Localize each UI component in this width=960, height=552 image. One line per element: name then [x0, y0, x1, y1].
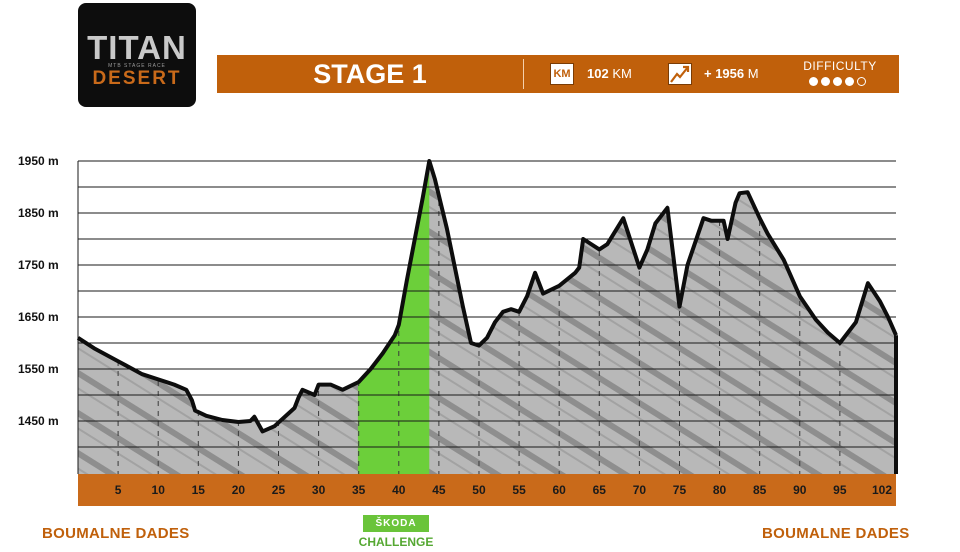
x-tick-label: 50 — [472, 483, 486, 497]
elevation-value: + 1956 — [704, 66, 745, 81]
y-tick-label: 1950 m — [18, 154, 59, 168]
x-tick-label: 25 — [272, 483, 286, 497]
finish-location: BOUMALNE DADES — [762, 525, 910, 542]
difficulty-dot-filled — [821, 77, 830, 86]
x-tick-label: 75 — [673, 483, 687, 497]
difficulty-dot-filled — [845, 77, 854, 86]
difficulty-label: DIFFICULTY — [803, 59, 877, 73]
difficulty-dot-filled — [809, 77, 818, 86]
x-tick-label: 102 — [872, 483, 892, 497]
logo-subtitle: MTB STAGE RACE — [108, 63, 166, 69]
x-tick-label: 35 — [352, 483, 366, 497]
distance-icon: KM — [550, 63, 574, 85]
logo-name: DESERT — [92, 68, 182, 89]
y-tick-label: 1650 m — [18, 310, 59, 324]
titan-desert-logo: TITAN MTB STAGE RACE DESERT — [78, 3, 196, 107]
y-tick-label: 1550 m — [18, 362, 59, 376]
x-tick-label: 65 — [593, 483, 607, 497]
y-tick-label: 1450 m — [18, 414, 59, 428]
y-tick-label: 1850 m — [18, 206, 59, 220]
climb-arrow-icon — [670, 65, 690, 83]
x-tick-label: 80 — [713, 483, 727, 497]
x-axis-bar — [78, 474, 896, 506]
x-tick-label: 30 — [312, 483, 326, 497]
distance-stat: 102 KM — [587, 55, 632, 93]
distance-unit: KM — [612, 66, 632, 81]
x-tick-label: 90 — [793, 483, 807, 497]
difficulty-dot-empty — [857, 77, 866, 86]
mountain-climb-icon — [668, 63, 692, 85]
elevation-profile-line — [76, 159, 898, 434]
x-tick-label: 60 — [552, 483, 566, 497]
x-tick-label: 45 — [432, 483, 446, 497]
x-tick-label: 85 — [753, 483, 767, 497]
challenge-label: CHALLENGE — [358, 535, 434, 549]
stage-title: STAGE 1 — [313, 59, 427, 89]
x-tick-label: 15 — [192, 483, 206, 497]
skoda-sponsor-badge: ŠKODA — [363, 515, 429, 532]
stage-banner: STAGE 1 KM 102 KM + 1956 M DIFFICULTY — [217, 55, 899, 93]
challenge-segment-highlight — [357, 161, 430, 474]
difficulty-dot-filled — [833, 77, 842, 86]
x-tick-label: 55 — [512, 483, 526, 497]
elevation-unit: M — [747, 66, 759, 81]
x-tick-label: 10 — [152, 483, 166, 497]
elevation-stat: + 1956 M — [704, 55, 759, 93]
x-tick-label: 40 — [392, 483, 406, 497]
x-tick-label: 5 — [115, 483, 122, 497]
banner-divider — [523, 59, 524, 89]
x-tick-label: 20 — [232, 483, 246, 497]
logo-title: TITAN — [87, 29, 187, 66]
y-tick-label: 1750 m — [18, 258, 59, 272]
start-location: BOUMALNE DADES — [42, 525, 190, 542]
x-tick-label: 95 — [833, 483, 847, 497]
difficulty-rating — [809, 77, 866, 86]
elevation-profile-area — [78, 161, 896, 474]
distance-value: 102 — [587, 66, 609, 81]
x-tick-label: 70 — [633, 483, 647, 497]
